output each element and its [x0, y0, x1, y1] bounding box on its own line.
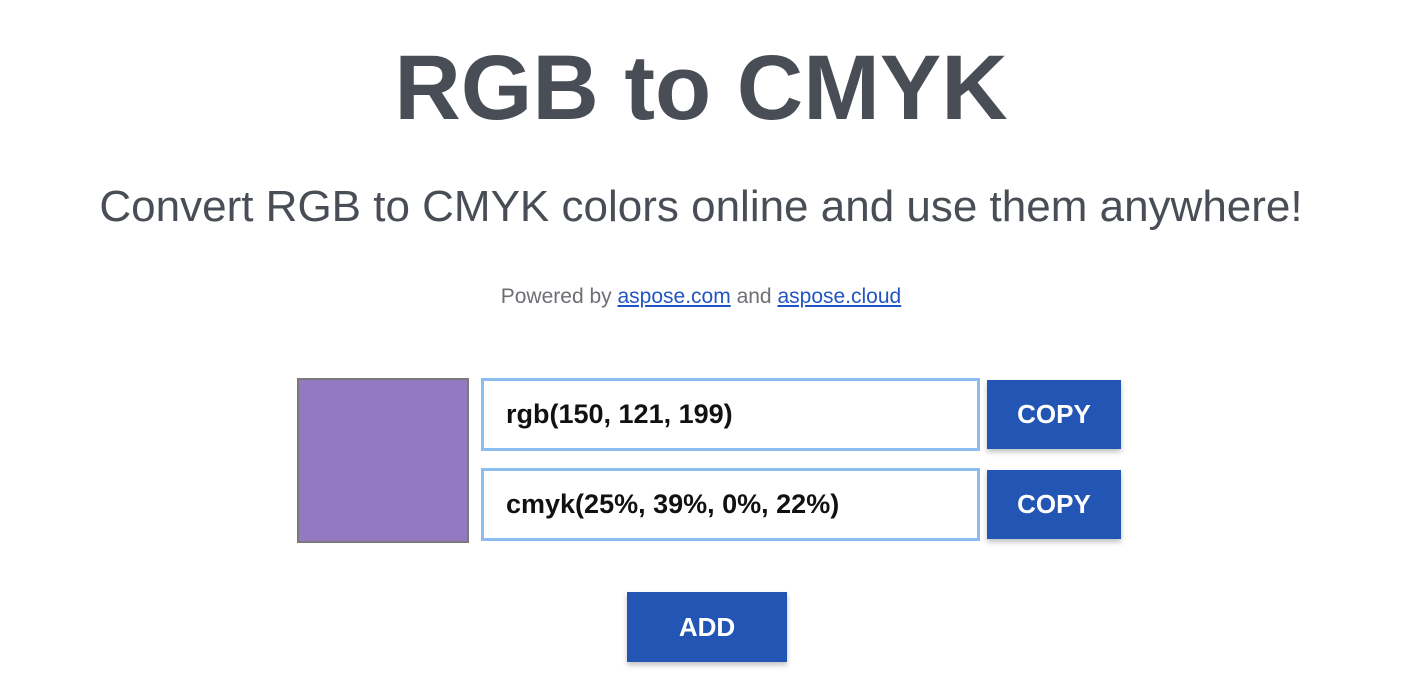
- powered-prefix: Powered by: [500, 285, 612, 308]
- powered-by: Powered by aspose.com and aspose.cloud: [0, 284, 1402, 310]
- aspose-cloud-link[interactable]: aspose.cloud: [777, 285, 902, 308]
- add-button[interactable]: ADD: [627, 592, 787, 662]
- and-text: and: [736, 285, 772, 308]
- color-swatch[interactable]: [297, 378, 469, 543]
- page-title: RGB to CMYK: [394, 37, 1008, 139]
- rgb-input[interactable]: [481, 378, 980, 451]
- page-subtitle: Convert RGB to CMYK colors online and us…: [99, 182, 1303, 231]
- cmyk-input[interactable]: [481, 468, 980, 541]
- copy-cmyk-button[interactable]: COPY: [987, 470, 1121, 539]
- aspose-com-link[interactable]: aspose.com: [617, 285, 731, 308]
- copy-rgb-button[interactable]: COPY: [987, 380, 1121, 449]
